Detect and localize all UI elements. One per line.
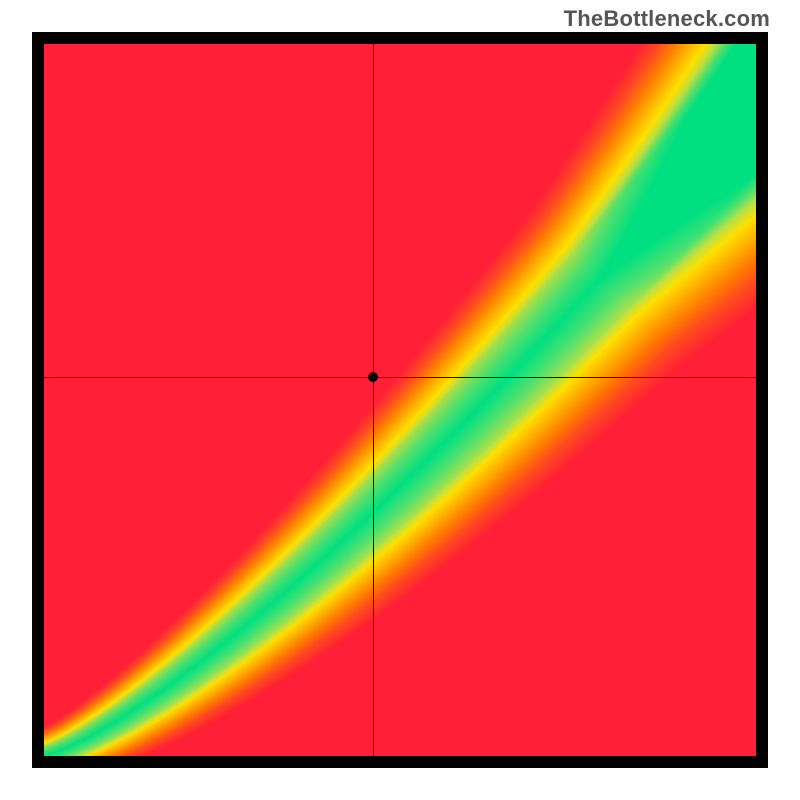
plot-outer-frame — [32, 32, 768, 768]
heatmap-canvas — [44, 44, 756, 756]
heatmap-plot — [44, 44, 756, 756]
figure-container: TheBottleneck.com — [0, 0, 800, 800]
data-point-marker — [368, 372, 378, 382]
watermark-text: TheBottleneck.com — [564, 6, 770, 32]
crosshair-vertical — [373, 44, 374, 756]
crosshair-horizontal — [44, 377, 756, 378]
